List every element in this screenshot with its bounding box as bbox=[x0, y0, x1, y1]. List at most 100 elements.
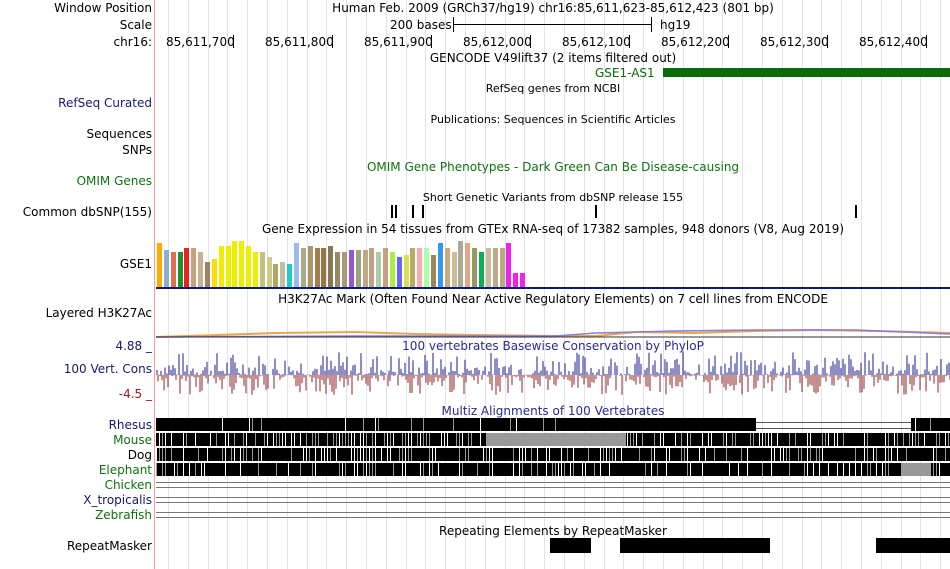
dbsnp-variant[interactable] bbox=[595, 205, 597, 218]
repeatmasker-element[interactable] bbox=[550, 538, 591, 553]
position-tick-label: 85,612,300 bbox=[760, 35, 829, 49]
gtex-tissue-bar[interactable] bbox=[485, 248, 491, 287]
multiz-species-dog[interactable]: Dog bbox=[127, 448, 152, 462]
gtex-tissue-bar[interactable] bbox=[198, 252, 204, 287]
dbsnp-label[interactable]: Common dbSNP(155) bbox=[22, 205, 152, 219]
gtex-tissue-bar[interactable] bbox=[369, 248, 375, 287]
gtex-tissue-bar[interactable] bbox=[396, 257, 402, 287]
dbsnp-variant[interactable] bbox=[395, 205, 397, 218]
multiz-species-chicken[interactable]: Chicken bbox=[104, 478, 152, 492]
gtex-tissue-bar[interactable] bbox=[451, 252, 457, 287]
gtex-tissue-bar[interactable] bbox=[300, 248, 306, 287]
gtex-tissue-bar[interactable] bbox=[520, 273, 526, 287]
gtex-tissue-bar[interactable] bbox=[184, 248, 190, 287]
dbsnp-variant[interactable] bbox=[422, 205, 424, 218]
grid-line bbox=[762, 0, 763, 569]
gtex-tissue-bar[interactable] bbox=[341, 252, 347, 287]
grid-line bbox=[703, 0, 704, 569]
cons-title: 100 vertebrates Basewise Conservation by… bbox=[402, 339, 704, 353]
gtex-tissue-bar[interactable] bbox=[307, 246, 313, 287]
gtex-tissue-bar[interactable] bbox=[403, 255, 409, 287]
position-tick-mark bbox=[431, 35, 432, 48]
gtex-tissue-bar[interactable] bbox=[431, 255, 436, 287]
cons-label[interactable]: 100 Vert. Cons bbox=[63, 362, 152, 376]
multiz-species-zebrafish[interactable]: Zebrafish bbox=[95, 508, 152, 522]
grid-line bbox=[683, 0, 684, 569]
dbsnp-variant[interactable] bbox=[855, 205, 857, 218]
gtex-tissue-bar[interactable] bbox=[506, 243, 512, 287]
repeatmasker-label[interactable]: RepeatMasker bbox=[66, 539, 152, 553]
gtex-tissue-bar[interactable] bbox=[225, 246, 231, 287]
gtex-tissue-bar[interactable] bbox=[204, 262, 210, 287]
gtex-tissue-bar[interactable] bbox=[266, 257, 272, 287]
multiz-species-rhesus[interactable]: Rhesus bbox=[108, 418, 152, 432]
gtex-tissue-bar[interactable] bbox=[499, 248, 505, 287]
gtex-tissue-bar[interactable] bbox=[513, 273, 519, 287]
dbsnp-title: Short Genetic Variants from dbSNP releas… bbox=[422, 191, 684, 204]
gtex-tissue-bar[interactable] bbox=[239, 241, 245, 287]
gtex-tissue-bar[interactable] bbox=[383, 248, 389, 287]
gencode-gene-label[interactable]: GSE1-AS1 bbox=[595, 66, 655, 80]
h3k27ac-signal bbox=[156, 328, 950, 338]
position-tick-label: 85,612,100 bbox=[562, 35, 631, 49]
gencode-gene-feature[interactable] bbox=[663, 68, 950, 77]
gtex-tissue-bar[interactable] bbox=[478, 252, 484, 287]
gtex-tissue-bar[interactable] bbox=[465, 243, 471, 287]
h3k27ac-title: H3K27Ac Mark (Often Found Near Active Re… bbox=[278, 292, 828, 306]
gtex-tissue-bar[interactable] bbox=[444, 248, 450, 287]
gtex-label[interactable]: GSE1 bbox=[119, 257, 152, 271]
gtex-tissue-bar[interactable] bbox=[321, 248, 327, 287]
refseq-label[interactable]: RefSeq Curated bbox=[58, 96, 152, 110]
multiz-species-xtropicalis[interactable]: X_tropicalis bbox=[83, 493, 152, 507]
gtex-tissue-bar[interactable] bbox=[287, 264, 293, 287]
h3k27ac-label[interactable]: Layered H3K27Ac bbox=[45, 306, 152, 320]
gtex-tissue-bar[interactable] bbox=[328, 246, 334, 287]
grid-line bbox=[584, 0, 585, 569]
grid-line bbox=[821, 0, 822, 569]
gtex-tissue-bar[interactable] bbox=[314, 248, 320, 287]
grid-line bbox=[326, 0, 327, 569]
gtex-tissue-bar[interactable] bbox=[458, 241, 464, 287]
gtex-tissue-bar[interactable] bbox=[259, 252, 265, 287]
omim-label[interactable]: OMIM Genes bbox=[76, 174, 152, 188]
gtex-tissue-bar[interactable] bbox=[170, 252, 176, 287]
gtex-tissue-bar[interactable] bbox=[472, 248, 478, 287]
gtex-tissue-bar[interactable] bbox=[163, 250, 169, 287]
sequences-label[interactable]: Sequences bbox=[86, 127, 152, 141]
gtex-tissue-bar[interactable] bbox=[417, 248, 423, 287]
gtex-tissue-bar[interactable] bbox=[492, 248, 498, 287]
gtex-tissue-bar[interactable] bbox=[252, 252, 258, 287]
multiz-species-elephant[interactable]: Elephant bbox=[98, 463, 152, 477]
grid-line bbox=[307, 0, 308, 569]
gtex-tissue-bar[interactable] bbox=[335, 252, 341, 287]
gtex-tissue-bar[interactable] bbox=[191, 248, 197, 287]
gtex-tissue-bar[interactable] bbox=[355, 250, 361, 287]
gtex-tissue-bar[interactable] bbox=[232, 241, 238, 287]
gtex-tissue-bar[interactable] bbox=[280, 262, 286, 287]
dbsnp-variant[interactable] bbox=[412, 205, 414, 218]
gtex-tissue-bar[interactable] bbox=[294, 243, 299, 287]
gtex-tissue-bar[interactable] bbox=[218, 246, 224, 287]
grid-line bbox=[940, 0, 941, 569]
repeatmasker-element[interactable] bbox=[876, 538, 950, 553]
gtex-tissue-bar[interactable] bbox=[211, 259, 217, 287]
gtex-tissue-bar[interactable] bbox=[389, 252, 395, 287]
window-position-value: Human Feb. 2009 (GRCh37/hg19) chr16:85,6… bbox=[332, 1, 774, 15]
position-tick-mark bbox=[728, 35, 729, 48]
gtex-tissue-bar[interactable] bbox=[437, 243, 443, 287]
gtex-tissue-bar[interactable] bbox=[362, 250, 368, 287]
position-tick-label: 85,611,800 bbox=[265, 35, 334, 49]
gtex-tissue-bar[interactable] bbox=[273, 264, 279, 287]
multiz-species-mouse[interactable]: Mouse bbox=[113, 433, 152, 447]
snps-label[interactable]: SNPs bbox=[122, 143, 152, 157]
dbsnp-variant[interactable] bbox=[391, 205, 393, 218]
gtex-tissue-bar[interactable] bbox=[177, 252, 183, 287]
gtex-tissue-bar[interactable] bbox=[246, 246, 252, 287]
gtex-tissue-bar[interactable] bbox=[348, 250, 354, 287]
repeatmasker-title: Repeating Elements by RepeatMasker bbox=[439, 524, 667, 538]
gtex-tissue-bar[interactable] bbox=[410, 248, 416, 287]
repeatmasker-element[interactable] bbox=[620, 538, 770, 553]
gtex-tissue-bar[interactable] bbox=[424, 248, 430, 287]
gtex-tissue-bar[interactable] bbox=[376, 252, 382, 287]
gtex-tissue-bar[interactable] bbox=[157, 243, 162, 287]
